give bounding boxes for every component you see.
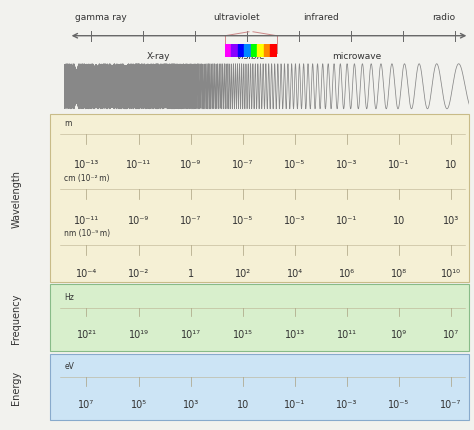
Text: 10⁻¹: 10⁻¹: [284, 399, 305, 409]
Text: 10⁻⁴: 10⁻⁴: [76, 269, 97, 279]
Text: 1: 1: [188, 269, 194, 279]
Text: 10¹³: 10¹³: [285, 330, 305, 340]
Text: infrared: infrared: [303, 13, 339, 22]
Text: 10²: 10²: [235, 269, 251, 279]
Text: 10⁻¹³: 10⁻¹³: [74, 160, 99, 170]
Text: 10⁻⁵: 10⁻⁵: [232, 215, 253, 225]
Text: Wavelength: Wavelength: [11, 169, 21, 227]
Text: 10⁵: 10⁵: [130, 399, 146, 409]
Text: 10⁻³: 10⁻³: [284, 215, 305, 225]
Text: Frequency: Frequency: [11, 293, 21, 343]
Bar: [225, 46, 231, 57]
Text: nm (10⁻⁹ m): nm (10⁻⁹ m): [64, 229, 110, 238]
Text: Hz: Hz: [64, 292, 74, 301]
Text: radio: radio: [432, 13, 455, 22]
Text: 10⁹: 10⁹: [391, 330, 407, 340]
Text: ultraviolet: ultraviolet: [214, 13, 260, 22]
Text: 10⁻⁹: 10⁻⁹: [180, 160, 201, 170]
Text: X-ray: X-ray: [147, 52, 171, 60]
Text: 10⁻⁷: 10⁻⁷: [232, 160, 253, 170]
Text: 10⁻³: 10⁻³: [336, 160, 357, 170]
Text: gamma ray: gamma ray: [75, 13, 127, 22]
Text: 10¹⁹: 10¹⁹: [128, 330, 148, 340]
Text: 10¹⁵: 10¹⁵: [233, 330, 253, 340]
Text: cm (10⁻² m): cm (10⁻² m): [64, 174, 110, 183]
Text: 10⁸: 10⁸: [391, 269, 407, 279]
Text: 10⁻³: 10⁻³: [336, 399, 357, 409]
Text: 10¹⁷: 10¹⁷: [181, 330, 201, 340]
Text: 10⁻¹: 10⁻¹: [388, 160, 410, 170]
Text: 10⁷: 10⁷: [78, 399, 94, 409]
Bar: [238, 46, 245, 57]
Text: 10: 10: [237, 399, 249, 409]
Bar: [271, 46, 277, 57]
Text: 10⁻¹: 10⁻¹: [336, 215, 357, 225]
Text: m: m: [64, 118, 72, 127]
Text: visible: visible: [237, 52, 265, 60]
Text: 10⁻⁵: 10⁻⁵: [284, 160, 305, 170]
Text: 10²¹: 10²¹: [76, 330, 97, 340]
Text: 10⁻⁷: 10⁻⁷: [180, 215, 201, 225]
Text: 10⁶: 10⁶: [339, 269, 355, 279]
Text: eV: eV: [64, 361, 74, 370]
FancyBboxPatch shape: [50, 114, 469, 282]
Text: 10¹¹: 10¹¹: [337, 330, 357, 340]
Text: 10⁻²: 10⁻²: [128, 269, 149, 279]
Text: 10¹⁰: 10¹⁰: [441, 269, 461, 279]
Text: 10³: 10³: [182, 399, 199, 409]
Text: 10⁻¹¹: 10⁻¹¹: [74, 215, 99, 225]
Text: 10⁻⁹: 10⁻⁹: [128, 215, 149, 225]
Bar: [251, 46, 257, 57]
Text: 10⁴: 10⁴: [287, 269, 303, 279]
Text: 10: 10: [445, 160, 457, 170]
Bar: [257, 46, 264, 57]
FancyBboxPatch shape: [50, 354, 469, 421]
Text: 10⁻⁷: 10⁻⁷: [440, 399, 462, 409]
Bar: [245, 46, 251, 57]
Text: 10⁻¹¹: 10⁻¹¹: [126, 160, 151, 170]
Bar: [231, 46, 238, 57]
Text: 10⁻⁵: 10⁻⁵: [388, 399, 410, 409]
Bar: [264, 46, 271, 57]
Text: 10³: 10³: [443, 215, 459, 225]
Text: 10: 10: [393, 215, 405, 225]
Text: 10⁷: 10⁷: [443, 330, 459, 340]
Text: microwave: microwave: [332, 52, 382, 60]
Text: Energy: Energy: [11, 370, 21, 404]
FancyBboxPatch shape: [50, 285, 469, 351]
